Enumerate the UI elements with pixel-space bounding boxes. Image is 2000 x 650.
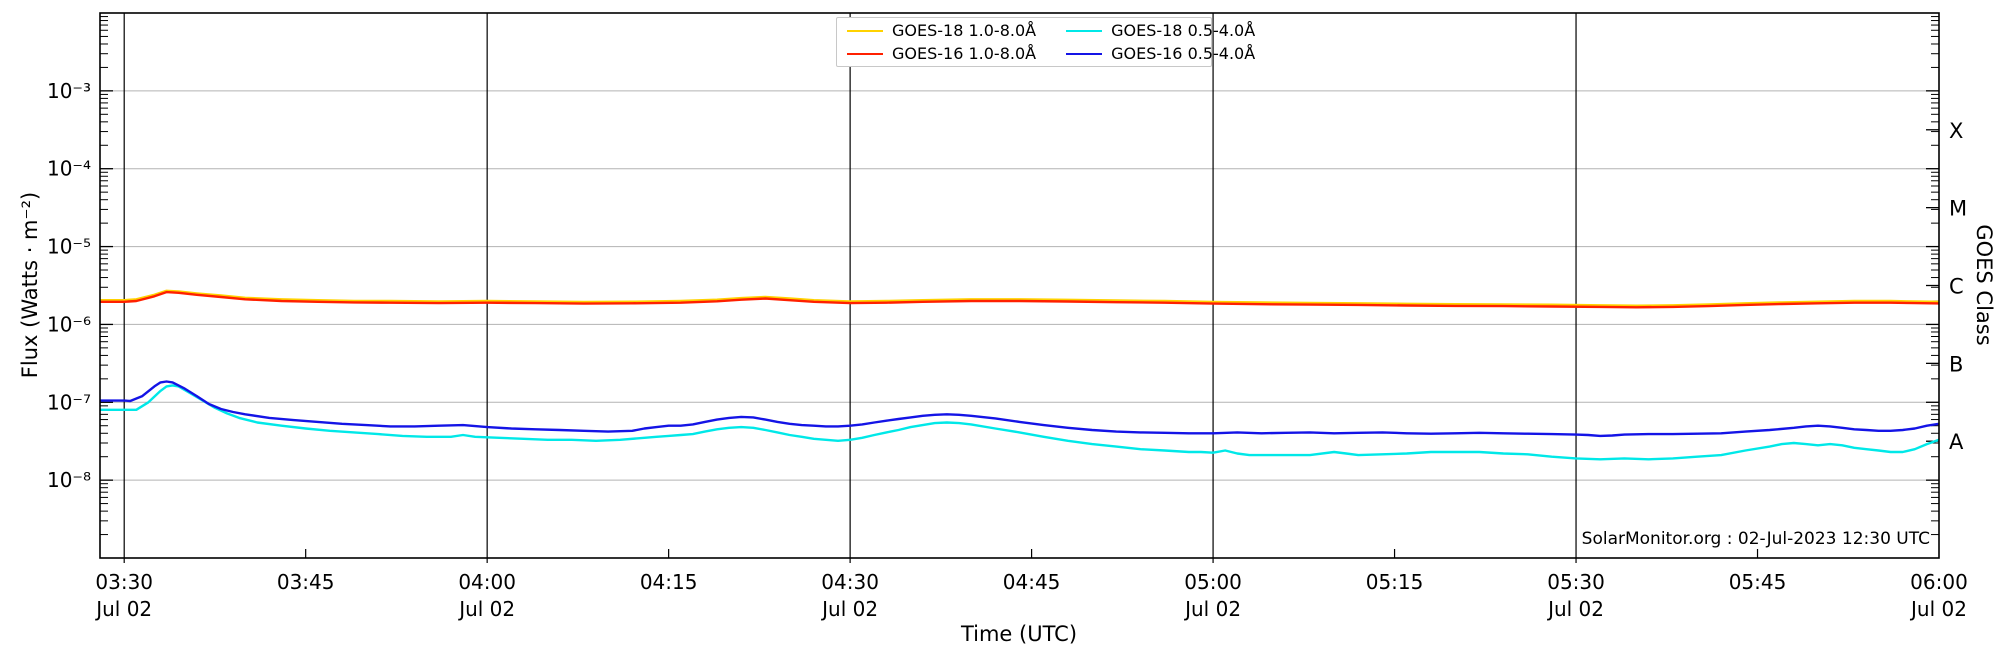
x-axis-title: Time (UTC) <box>960 622 1078 646</box>
legend-item-goes16-long: GOES-16 1.0-8.0Å <box>847 42 1036 65</box>
goes-class-label: C <box>1949 275 1964 299</box>
x-tick-label: 04:45 <box>1003 570 1061 594</box>
curve-goes18-long <box>100 289 1939 307</box>
x-tick-label: 04:15 <box>640 570 698 594</box>
x-tick-label: 03:30 <box>95 570 153 594</box>
legend-label: GOES-18 1.0-8.0Å <box>892 21 1037 40</box>
curve-goes16-long <box>100 290 1939 309</box>
legend-item-goes18-short: GOES-18 0.5-4.0Å <box>1066 19 1255 42</box>
x-day-label: Jul 02 <box>1183 597 1241 621</box>
y-tick-label: 10⁻⁷ <box>47 390 91 414</box>
x-tick-label: 06:00 <box>1910 570 1968 594</box>
x-tick-label: 05:45 <box>1729 570 1787 594</box>
source-note: SolarMonitor.org : 02-Jul-2023 12:30 UTC <box>1581 529 1930 549</box>
x-tick-label: 05:00 <box>1184 570 1242 594</box>
y-tick-label: 10⁻⁸ <box>47 468 91 492</box>
y-tick-label: 10⁻⁴ <box>47 157 91 181</box>
plot-frame <box>99 12 1940 559</box>
legend: GOES-18 1.0-8.0Å GOES-16 1.0-8.0Å GOES-1… <box>836 17 1255 67</box>
x-tick-label: 04:30 <box>821 570 879 594</box>
x-tick-label: 05:30 <box>1547 570 1605 594</box>
goes-class-label: X <box>1949 119 1963 143</box>
legend-label: GOES-16 0.5-4.0Å <box>1111 44 1256 63</box>
curve-goes16-short <box>100 380 1939 438</box>
goes16-long-line-swatch <box>847 52 883 55</box>
legend-label: GOES-18 0.5-4.0Å <box>1111 21 1256 40</box>
goes-class-label: A <box>1949 430 1964 454</box>
right-axis-title: GOES Class <box>1972 224 1996 346</box>
x-tick-label: 05:15 <box>1366 570 1424 594</box>
goes18-long-line-swatch <box>847 29 883 32</box>
goes-class-label: M <box>1949 197 1967 221</box>
legend-item-goes16-short: GOES-16 0.5-4.0Å <box>1066 42 1255 65</box>
y-axis-title: Flux (Watts · m⁻²) <box>18 191 42 379</box>
goes16-short-line-swatch <box>1066 52 1103 55</box>
y-tick-label: 10⁻⁵ <box>47 235 91 259</box>
x-tick-label: 04:00 <box>458 570 516 594</box>
y-tick-label: 10⁻³ <box>47 79 91 103</box>
goes-class-label: B <box>1949 352 1963 376</box>
legend-item-goes18-long: GOES-18 1.0-8.0Å <box>847 19 1036 42</box>
x-day-label: Jul 02 <box>1546 597 1604 621</box>
legend-label: GOES-16 1.0-8.0Å <box>892 44 1037 63</box>
x-day-label: Jul 02 <box>457 597 515 621</box>
x-day-label: Jul 02 <box>1909 597 1967 621</box>
x-day-label: Jul 02 <box>820 597 878 621</box>
goes18-short-line-swatch <box>1066 29 1103 32</box>
x-day-label: Jul 02 <box>94 597 152 621</box>
curve-goes18-short <box>100 384 1939 461</box>
x-tick-label: 03:45 <box>277 570 335 594</box>
y-tick-label: 10⁻⁶ <box>47 312 91 336</box>
